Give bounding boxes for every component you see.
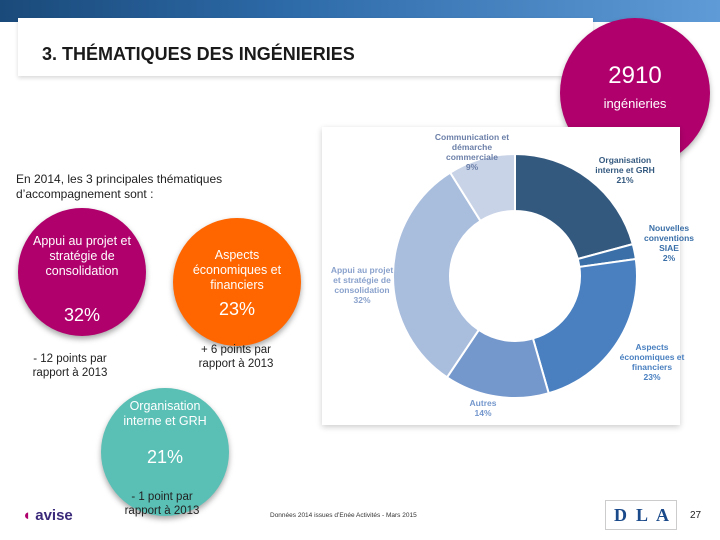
donut-slice-4 <box>392 171 482 379</box>
theme-circle-aspects <box>173 218 301 346</box>
slice-label-aspects: Aspects économiques et financiers 23% <box>619 342 685 382</box>
slice-label-organisation: Organisation interne et GRH 21% <box>595 155 655 185</box>
donut-slice-5 <box>448 152 516 223</box>
total-count-label: ingénieries <box>603 96 667 111</box>
avise-logo: ◖ avise <box>22 507 73 524</box>
theme-note-appui: - 12 points par rapport à 2013 <box>32 353 108 379</box>
theme-note-aspects: + 6 points par rapport à 2013 <box>198 344 274 370</box>
intro-text: En 2014, les 3 principales thématiques d… <box>16 172 223 201</box>
theme-circle-appui <box>18 208 146 336</box>
theme-label-aspects: Aspects économiques et financiers <box>192 248 282 292</box>
slice-label-autres: Autres 14% <box>469 398 497 418</box>
slice-label-communication: Communication et démarche commerciale 9% <box>434 132 510 172</box>
slice-label-appui: Appui au projet et stratégie de consolid… <box>330 265 394 305</box>
title-panel <box>18 18 593 76</box>
slice-label-siae: Nouvelles conventions SIAE 2% <box>643 223 695 263</box>
dla-logo: D L A <box>605 500 677 530</box>
theme-pct-aspects: 23% <box>218 299 256 319</box>
total-count: 2910 <box>608 62 662 89</box>
theme-pct-organisation: 21% <box>146 447 184 467</box>
donut-slice-0 <box>514 152 634 261</box>
top-banner <box>0 0 720 22</box>
donut-slice-2 <box>531 257 638 395</box>
theme-note-organisation: - 1 point par rapport à 2013 <box>124 491 200 517</box>
source-note: Données 2014 issues d’Enée Activités - M… <box>270 512 417 519</box>
theme-label-organisation: Organisation interne et GRH <box>123 399 207 428</box>
theme-label-appui: Appui au projet et stratégie de consolid… <box>33 234 131 278</box>
avise-mark-icon: ◖ <box>22 507 32 524</box>
theme-circle-organisation <box>101 388 229 516</box>
theme-pct-appui: 32% <box>63 305 101 325</box>
page-title: 3. THÉMATIQUES DES INGÉNIERIES <box>42 44 355 64</box>
page-number: 27 <box>690 510 702 521</box>
